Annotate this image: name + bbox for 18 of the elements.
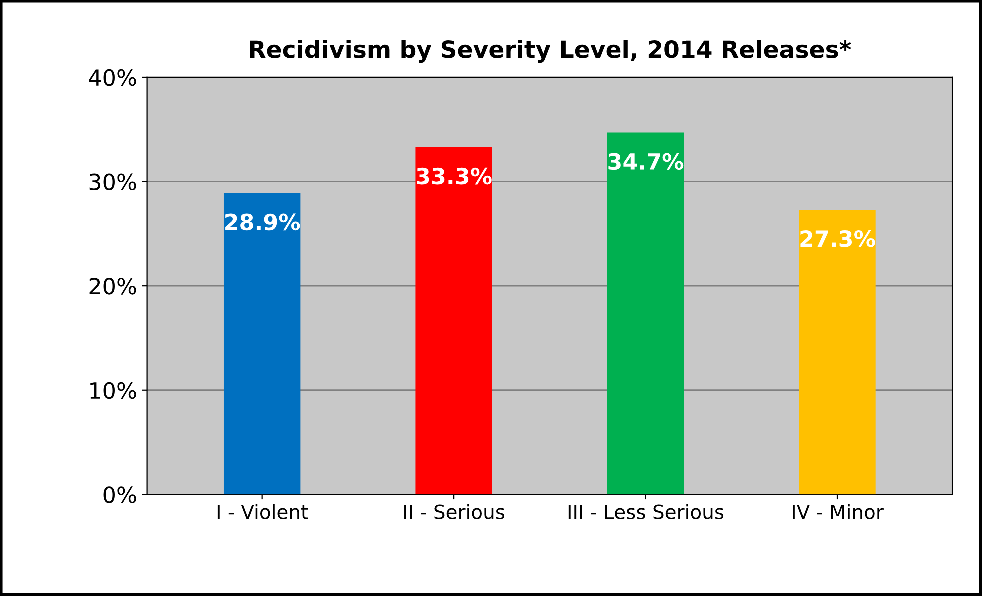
y-tick-label: 40% bbox=[89, 69, 136, 86]
data-label: 28.9% bbox=[226, 214, 300, 231]
chart-title: Recidivism by Severity Level, 2014 Releases* bbox=[250, 40, 852, 64]
y-tick-label: 20% bbox=[90, 278, 136, 295]
bar bbox=[224, 193, 301, 495]
x-tick-label: I - Violent bbox=[218, 504, 308, 520]
y-tick-label: 0% bbox=[104, 486, 136, 504]
bar bbox=[799, 210, 876, 495]
x-tick-label: III - Less Serious bbox=[568, 504, 724, 520]
data-label: 27.3% bbox=[800, 230, 876, 248]
bar bbox=[416, 147, 492, 495]
data-label: 34.7% bbox=[608, 153, 684, 170]
x-tick-label: II - Serious bbox=[404, 504, 505, 520]
bar bbox=[607, 132, 684, 495]
y-tick-label: 30% bbox=[90, 174, 136, 191]
y-tick-label: 10% bbox=[90, 382, 136, 400]
data-label: 33.3% bbox=[416, 168, 492, 185]
x-tick-label: IV - Minor bbox=[793, 504, 884, 520]
